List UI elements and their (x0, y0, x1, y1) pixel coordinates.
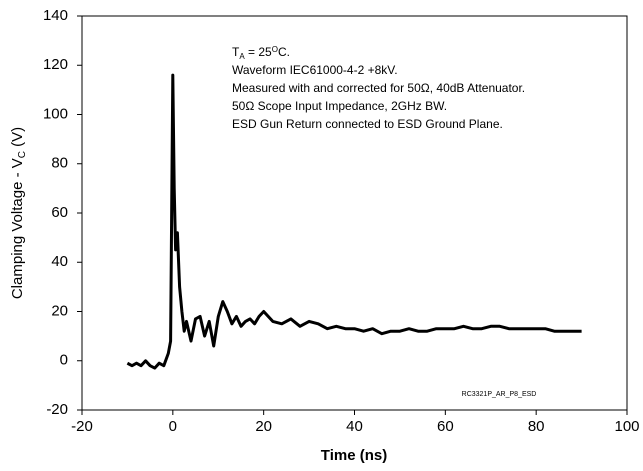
x-axis-label: Time (ns) (321, 447, 387, 464)
y-tick-label: 140 (43, 7, 68, 24)
y-axis-label: Clamping Voltage - VC (V) (9, 127, 28, 299)
annotation-part: A (239, 52, 245, 61)
y-tick-label: 0 (60, 352, 68, 369)
y-tick-label: 120 (43, 56, 68, 73)
x-tick-label: 0 (169, 418, 177, 435)
annotation: TA = 25OC. (232, 45, 290, 61)
annotation: 50Ω Scope Input Impedance, 2GHz BW. (232, 99, 447, 113)
annotation: Waveform IEC61000-4-2 +8kV. (232, 63, 398, 77)
y-tick-label: 20 (51, 302, 68, 319)
x-tick-label: -20 (71, 418, 93, 435)
y-tick-label: 40 (51, 253, 68, 270)
data-line (126, 73, 582, 370)
annotation-part: = 25 (245, 45, 272, 59)
y-tick-label: -20 (46, 401, 68, 418)
x-tick-label: 60 (437, 418, 454, 435)
footnote: RC3321P_AR_P8_ESD (462, 391, 537, 398)
x-tick-label: 80 (528, 418, 545, 435)
annotation-part: C. (278, 45, 290, 59)
y-tick-label: 80 (51, 155, 68, 172)
annotation: ESD Gun Return connected to ESD Ground P… (232, 117, 503, 131)
annotation-part: T (232, 45, 240, 59)
y-label-part: Clamping Voltage - V (9, 158, 26, 299)
y-label-part: C (17, 151, 28, 158)
x-tick-label: 100 (614, 418, 639, 435)
x-tick-label: 20 (255, 418, 272, 435)
annotation-part: O (272, 45, 278, 54)
annotation: Measured with and corrected for 50Ω, 40d… (232, 81, 525, 95)
y-label-part: (V) (9, 127, 26, 151)
y-tick-label: 60 (51, 204, 68, 221)
x-tick-label: 40 (346, 418, 363, 435)
y-tick-label: 100 (43, 105, 68, 122)
